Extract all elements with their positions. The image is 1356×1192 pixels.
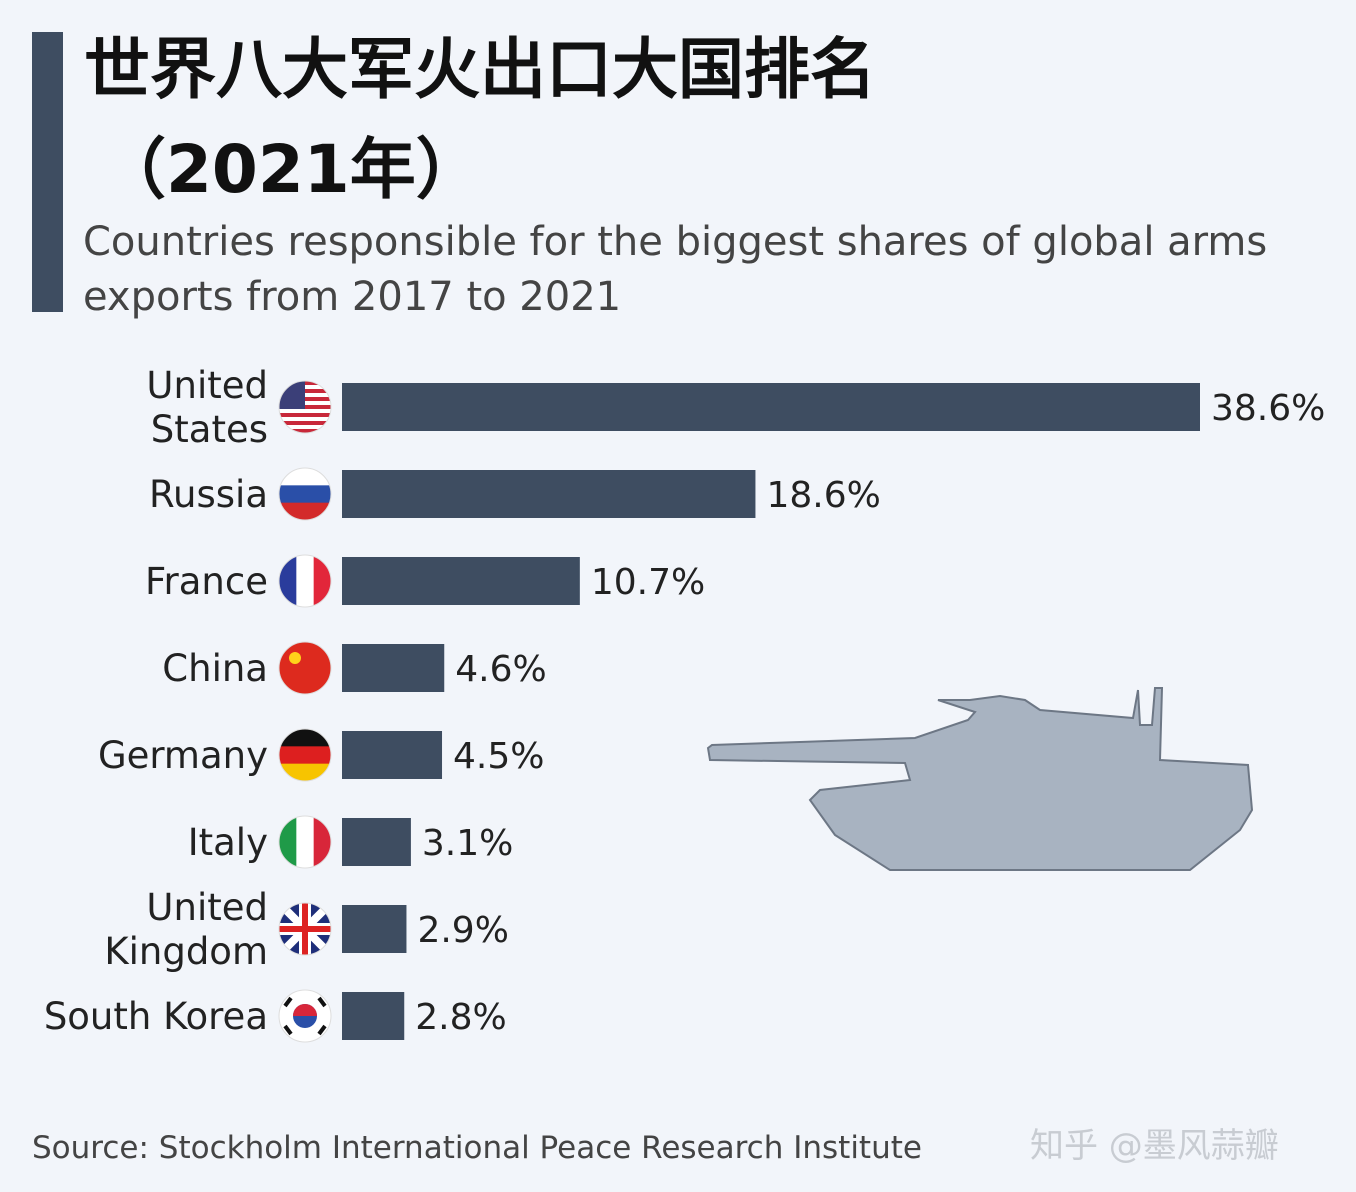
flag-part: [296, 816, 315, 868]
flag-part: [283, 996, 327, 1036]
value-label: 38.6%: [1211, 388, 1325, 429]
flag-part: [279, 746, 331, 765]
flag-part: [279, 485, 331, 504]
chart-title: 世界八大军火出口大国排名: [84, 31, 876, 108]
flag: [279, 555, 331, 607]
flag-part: [279, 729, 331, 748]
category-label: United Kingdom: [104, 886, 268, 973]
flag-part: [279, 816, 298, 868]
flag-part: [279, 468, 331, 487]
flag-part: [293, 1004, 317, 1016]
flag-border: [278, 641, 332, 695]
category-label: South Korea: [44, 995, 268, 1038]
bar: [342, 992, 405, 1040]
category-label: United States: [146, 364, 268, 451]
value-label: 4.6%: [455, 649, 546, 690]
category-label: Germany: [98, 734, 268, 777]
flag-part: [279, 642, 331, 694]
flag-part: [279, 409, 331, 413]
flag-part: [279, 381, 305, 409]
flag: [279, 903, 331, 955]
bar: [342, 470, 756, 518]
value-label: 4.5%: [453, 736, 544, 777]
flag-part: [279, 413, 331, 417]
tank-illustration: [706, 687, 1254, 871]
category-label: China: [162, 647, 268, 690]
flag-border: [278, 467, 332, 521]
value-label: 2.9%: [417, 910, 508, 951]
bar: [342, 383, 1200, 431]
flag: [279, 381, 331, 433]
category-label: Russia: [149, 473, 268, 516]
category-label: France: [145, 560, 268, 603]
flag: [279, 729, 331, 781]
flag-border: [278, 554, 332, 608]
flag-part: [313, 555, 331, 607]
flag: [279, 468, 331, 520]
accent-bar: [32, 32, 63, 312]
flag-border: [278, 728, 332, 782]
flag-part: [279, 417, 331, 421]
flag-border: [278, 902, 332, 956]
bar: [342, 557, 580, 605]
flag: [279, 816, 331, 868]
flag-border: [278, 380, 332, 434]
flag-border: [278, 815, 332, 869]
chart-subtitle: Countries responsible for the biggest sh…: [83, 219, 1268, 320]
flag: [279, 642, 331, 694]
value-label: 2.8%: [415, 997, 506, 1038]
bar: [342, 731, 443, 779]
flag-part: [279, 429, 331, 433]
chart-title-year: （2021年）: [100, 131, 482, 208]
source: Source: Stockholm International Peace Re…: [32, 1130, 922, 1166]
flag-part: [279, 555, 298, 607]
flag-border: [278, 989, 332, 1043]
flag-part: [313, 816, 331, 868]
flag-part: [289, 652, 301, 664]
bar: [342, 905, 407, 953]
watermark: 知乎 @墨风蒜瓣: [1030, 1126, 1279, 1166]
value-label: 18.6%: [766, 475, 880, 516]
flag-part: [296, 555, 315, 607]
flag-part: [279, 763, 331, 781]
flag: [279, 990, 331, 1042]
category-label: Italy: [188, 821, 268, 864]
bar: [342, 644, 445, 692]
flag-part: [279, 903, 331, 955]
flag-part: [279, 421, 331, 425]
flag-part: [279, 502, 331, 520]
value-label: 10.7%: [591, 562, 705, 603]
value-label: 3.1%: [422, 823, 513, 864]
flag-part: [279, 425, 331, 429]
bar: [342, 818, 411, 866]
